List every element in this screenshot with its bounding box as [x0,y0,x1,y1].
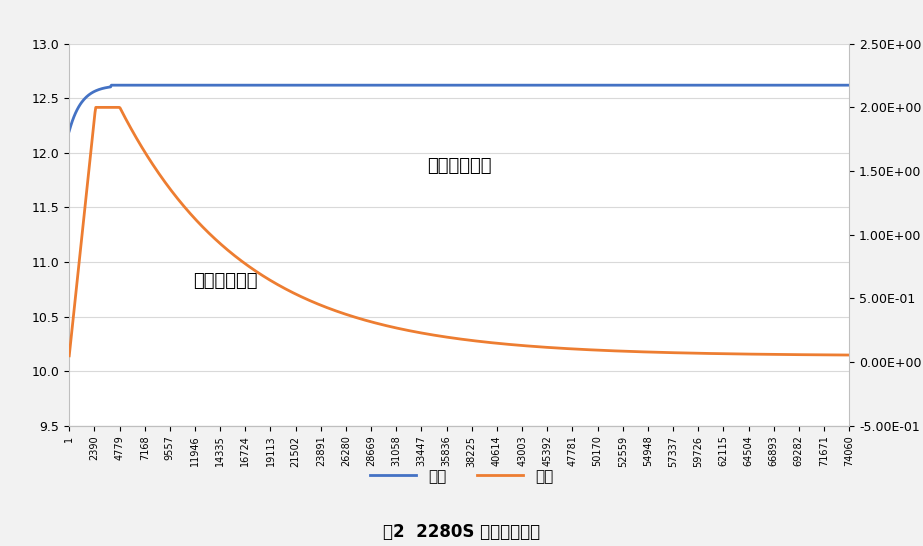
电压 [106,82,117,88]
电流 [380,322,391,329]
Line: 电压: 电压 [69,85,849,131]
电流 [408,328,419,335]
Text: 充电电压曲线: 充电电压曲线 [427,157,491,175]
Legend: 电压, 电流: 电压, 电流 [370,469,553,484]
电压 [408,82,419,88]
电压 [600,82,611,88]
电压 [687,82,698,88]
电流 [687,350,698,357]
电流 [90,104,102,111]
电流 [673,349,684,356]
电压 [844,82,855,88]
电流 [844,352,855,358]
电流 [600,347,611,354]
电压 [64,128,75,134]
电流 [144,156,155,163]
Line: 电流: 电流 [69,108,849,356]
电压 [144,82,155,88]
Text: 图2  2280S 电池充电曲线: 图2 2280S 电池充电曲线 [383,523,540,541]
Text: 充电电流曲线: 充电电流曲线 [193,272,258,289]
电流 [64,353,75,359]
电压 [380,82,391,88]
电压 [673,82,684,88]
